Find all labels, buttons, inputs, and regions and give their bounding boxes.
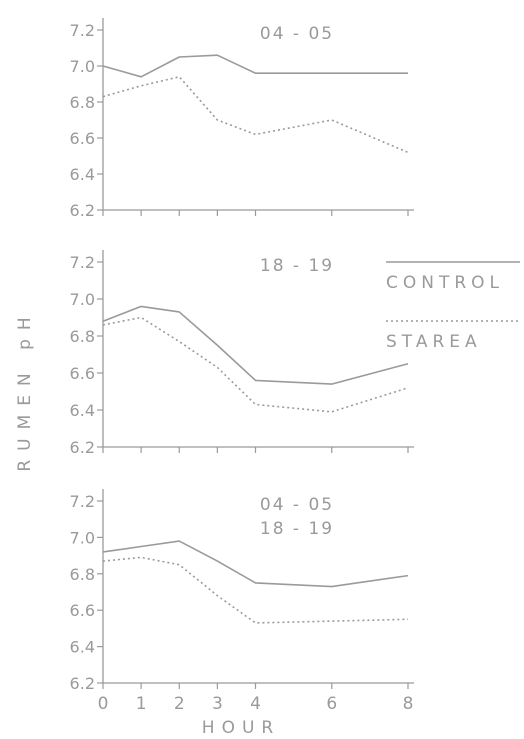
y-tick-label: 6.4	[70, 165, 95, 184]
x-tick-label: 4	[250, 694, 261, 714]
panel-subtitle: 18 - 19	[260, 519, 334, 539]
legend-control-label: CONTROL	[386, 273, 504, 293]
x-tick-label: 2	[174, 694, 185, 714]
y-tick-label: 6.8	[70, 327, 95, 346]
y-tick-label: 6.2	[70, 438, 95, 457]
y-tick-label: 7.2	[70, 492, 95, 511]
y-tick-label: 7.0	[70, 528, 95, 547]
panel-3: 6.2 6.4 6.6 6.8 7.0 7.2 0 1 2 3 4 6 8 04 - 05 18 - 19	[70, 489, 414, 714]
series-line-starea	[102, 556, 409, 624]
y-tick-label: 6.2	[70, 674, 95, 693]
series-line-starea	[102, 316, 409, 413]
y-tick-label: 7.0	[70, 290, 95, 309]
x-tick-label: 1	[136, 694, 147, 714]
y-tick-label: 6.4	[70, 638, 95, 657]
y-tick-label: 6.6	[70, 601, 95, 620]
x-tick-label: 8	[403, 694, 414, 714]
legend: CONTROL STAREA	[386, 261, 520, 352]
panel-1: 6.2 6.4 6.6 6.8 7.0 7.2 04 - 05	[70, 18, 414, 220]
series-line-control	[102, 540, 409, 588]
series-line-control	[102, 305, 409, 385]
legend-starea-label: STAREA	[386, 332, 482, 352]
y-tick-label: 6.6	[70, 364, 95, 383]
x-tick-label: 6	[326, 694, 337, 714]
y-tick-label: 7.2	[70, 21, 95, 40]
y-tick-label: 6.8	[70, 565, 95, 584]
panel-2: 6.2 6.4 6.6 6.8 7.0 7.2 18 - 19	[70, 250, 414, 457]
series-line-control	[102, 54, 408, 78]
y-tick-label: 6.4	[70, 401, 95, 420]
panel-title: 04 - 05	[260, 495, 334, 515]
series-line-starea	[102, 76, 409, 154]
y-tick-label: 7.0	[70, 57, 95, 76]
panel-title: 04 - 05	[260, 24, 334, 44]
y-tick-label: 6.8	[70, 93, 95, 112]
panel-title: 18 - 19	[260, 256, 334, 276]
y-tick-label: 6.6	[70, 129, 95, 148]
y-tick-label: 6.2	[70, 201, 95, 220]
y-tick-label: 7.2	[70, 253, 95, 272]
x-axis-label: HOUR	[202, 718, 280, 738]
y-axis-label: RUMEN pH	[15, 308, 35, 471]
x-tick-label: 3	[212, 694, 223, 714]
x-tick-label: 0	[98, 694, 109, 714]
